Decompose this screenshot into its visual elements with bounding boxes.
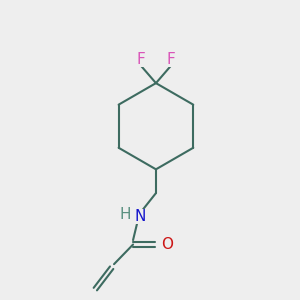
- Text: F: F: [167, 52, 175, 67]
- Text: O: O: [160, 237, 172, 252]
- Text: F: F: [137, 52, 146, 67]
- Text: H: H: [119, 207, 131, 222]
- Text: N: N: [134, 209, 146, 224]
